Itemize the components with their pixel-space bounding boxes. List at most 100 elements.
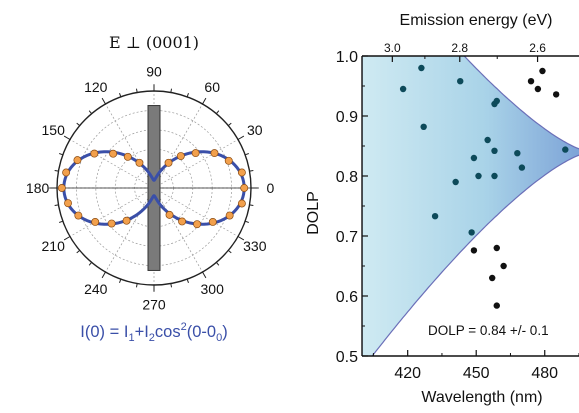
polar-point [165,210,174,219]
polar-tick [244,220,249,223]
x-tick-label: 450 [463,365,490,382]
scatter-point [452,178,459,186]
energy-axis-label: Emission energy (eV) [400,12,553,29]
formula-arg-sub: 0 [216,332,222,344]
polar-point [91,217,100,226]
polar-point [210,149,219,158]
scatter-point [484,136,491,144]
polar-tick [63,135,71,140]
polar-tick [76,122,81,127]
formula-sub2: 2 [149,332,155,344]
polar-point [74,211,83,220]
polar-spoke [105,187,155,273]
polar-point [123,152,132,161]
polar-angle-label: 240 [84,281,108,297]
polar-tick [227,122,232,127]
polar-tick [88,261,93,266]
polar-tick [186,93,189,98]
dolp-axis-label: DOLP [305,191,322,235]
polar-point [164,158,173,167]
y-tick-label: 1.0 [336,49,358,66]
scatter-point [431,213,439,220]
scatter-point [562,146,569,153]
scatter-point [489,274,496,282]
scatter-point [420,123,427,130]
scatter-point [539,67,546,75]
scatter-point [399,85,407,93]
polar-angle-label: 60 [204,79,220,95]
polar-tick [119,278,122,283]
polar-point [73,156,82,165]
polar-point [237,168,246,177]
polar-angle-label: 270 [142,296,166,312]
polar-point [109,149,118,158]
scatter-point [514,150,521,157]
scatter-point [552,91,560,98]
polar-point [62,168,71,177]
polar-angle-label: 180 [26,180,50,196]
polar-point [90,149,99,158]
polar-tick [54,169,59,172]
polar-point [240,184,249,192]
wavelength-axis-label: Wavelength (nm) [421,389,542,406]
polar-spoke [69,187,155,237]
polar-angle-labels: 0 30 60 90 120 150 180 210 240 270 300 330 [26,64,275,313]
polar-tick [244,153,249,156]
scatter-point [468,229,475,236]
polar-point [135,158,144,167]
y-tick-label: 0.6 [336,289,358,306]
scatter-point [534,85,542,93]
scatter-point [493,244,500,252]
polar-tick [215,110,220,115]
polar-spoke [69,139,155,189]
formula-base: I(0) = I [80,323,128,341]
polar-tick [249,204,254,207]
polar-spoke [153,187,239,237]
polar-tick [227,249,232,254]
polar-tick [59,220,64,223]
polar-point [193,220,202,229]
polar-point [64,199,72,208]
scatter-point [491,172,498,180]
polar-chart: E ⊥ (0001) 03060901201501802102402703003… [26,33,275,344]
dolp-scatter-chart: Emission energy (eV) DOLP Wavelength (nm… [305,12,579,406]
x-tick-label: 480 [531,365,558,382]
formula-sup: 2 [181,321,187,333]
polar-point [224,156,233,165]
polar-spoke [153,139,239,189]
polar-bar [147,105,161,271]
polar-tick [101,97,106,105]
y-tick-label: 0.8 [336,169,358,186]
polar-tick [249,169,254,172]
polar-tick [59,153,64,156]
polar-field-bar [147,105,161,271]
formula-plus: +I [135,323,149,341]
scatter-point [493,97,500,105]
polar-tick [170,88,173,93]
x-tick-label: 420 [394,365,421,382]
polar-tick [237,135,245,140]
polar-angle-label: 90 [146,64,162,80]
dolp-band [362,56,579,356]
polar-points [57,149,249,229]
polar-point [178,217,187,226]
polar-angle-label: 210 [42,238,66,254]
scatter-axes: 0.50.60.70.80.91.042045048053.02.82.62.4… [336,41,579,382]
y-tick-label: 0.5 [336,349,358,366]
scatter-point [493,302,500,309]
energy-tick-label: 2.6 [529,41,546,55]
polar-angle-label: 300 [201,281,225,297]
polar-point [191,149,200,158]
polar-tick [88,110,93,115]
polar-point [57,184,66,192]
polar-spoke [153,103,203,189]
scatter-point [475,172,482,180]
polar-tick [119,93,122,98]
polar-point [176,152,185,160]
polar-angle-label: 0 [267,180,275,196]
formula-sub1: 1 [128,332,134,344]
scatter-point [457,78,464,85]
polar-tick [215,261,220,266]
polar-tick [76,249,81,254]
